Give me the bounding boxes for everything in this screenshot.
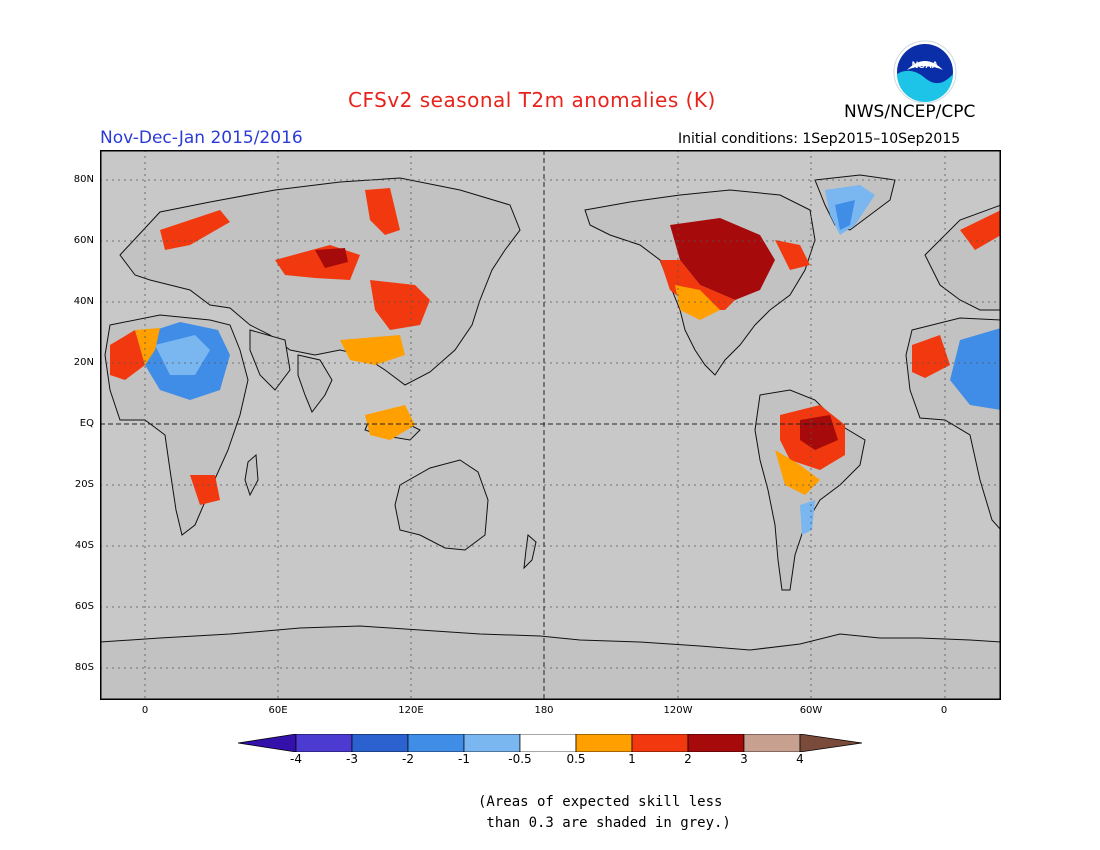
lat-label-20s: 20S [74,479,94,490]
cool-anomaly-south-america [800,500,815,535]
lat-label-80s: 80S [74,662,94,673]
colorbar-segment-9 [743,734,801,752]
map-frame [100,150,1001,700]
lat-label-80n: 80N [73,174,94,185]
warm-anomaly-south-africa [190,475,220,505]
warm-anomaly-west-africa-repeat [912,335,950,378]
new-zealand [523,534,537,570]
arabia [249,329,291,391]
eurasia [119,177,521,386]
lon-label-120e: 120E [398,705,424,716]
colorbar-label-4: 4 [796,752,804,766]
colorbar-label-neg2: -2 [402,752,414,766]
lon-label-60e: 60E [268,705,288,716]
warm-anomaly-west-africa [110,330,145,380]
colorbar-label-neg0-5: -0.5 [508,752,532,766]
colorbar-segment-below-4 [238,734,297,752]
lon-label-0: 0 [141,705,149,716]
warm-anomaly-canada [660,260,735,310]
colorbar-label-3: 3 [740,752,748,766]
lat-label-60n: 60N [73,235,94,246]
colorbar-label-neg3: -3 [346,752,358,766]
agency-label: NWS/NCEP/CPC [844,102,976,122]
skill-note: (Areas of expected skill less than 0.3 a… [478,794,731,831]
colorbar-label-2: 2 [684,752,692,766]
colorbar [238,734,862,752]
lat-label-60s: 60S [74,601,94,612]
chart-title: CFSv2 seasonal T2m anomalies (K) [348,88,716,112]
colorbar-segment-4 [463,734,521,752]
lat-label-20n: 20N [73,357,94,368]
colorbar-label-neg1: -1 [458,752,470,766]
lon-label-180: 180 [534,705,554,716]
warm-anomaly-china [370,280,430,330]
madagascar [244,453,259,497]
cold-anomaly-greenland-core [835,200,855,230]
lon-label-60w: 60W [799,705,823,716]
cold-anomaly-sahara-repeat [950,328,1001,410]
lat-label-40n: 40N [73,296,94,307]
lat-label-eq: EQ [79,418,94,429]
colorbar-segment-1 [295,734,353,752]
hot-anomaly-canada [670,218,775,300]
mild-warm-south-america [775,450,820,495]
warm-anomaly-scandinavia-repeat [960,210,1001,250]
mild-warm-us [675,285,720,320]
colorbar-segment-3 [407,734,465,752]
lon-label-120w: 120W [663,705,693,716]
colorbar-segment-7 [631,734,689,752]
australia [394,459,489,551]
lon-label-0-east: 0 [940,705,948,716]
lat-label-40s: 40S [74,540,94,551]
mild-warm-indonesia [365,405,415,440]
mild-warm-china [340,335,405,365]
warm-anomaly-scandinavia [160,210,230,250]
antarctica [100,625,1001,700]
colorbar-segment-above-4 [799,734,862,752]
mild-warm-west-africa [135,328,160,365]
warm-anomaly-quebec [775,240,810,270]
period-label: Nov-Dec-Jan 2015/2016 [100,128,303,148]
graticule [100,150,1001,700]
colorbar-segment-6 [575,734,633,752]
logo-text: NOAA [912,60,939,70]
world-map [100,150,1001,700]
colorbar-label-neg4: -4 [290,752,302,766]
equator-and-dateline [100,150,1001,700]
colorbar-segment-8 [687,734,745,752]
colorbar-segment-5 [519,734,577,752]
colorbar-segment-2 [351,734,409,752]
warm-anomaly-siberia [365,188,400,235]
initial-conditions-label: Initial conditions: 1Sep2015–10Sep2015 [678,131,961,147]
cool-anomaly-sahara [155,335,210,375]
colorbar-label-0-5: 0.5 [566,752,586,766]
anomaly-shading [110,185,1001,535]
colorbar-label-1: 1 [628,752,636,766]
hot-anomaly-central-asia [315,248,348,268]
noaa-logo: NOAA [893,40,957,104]
